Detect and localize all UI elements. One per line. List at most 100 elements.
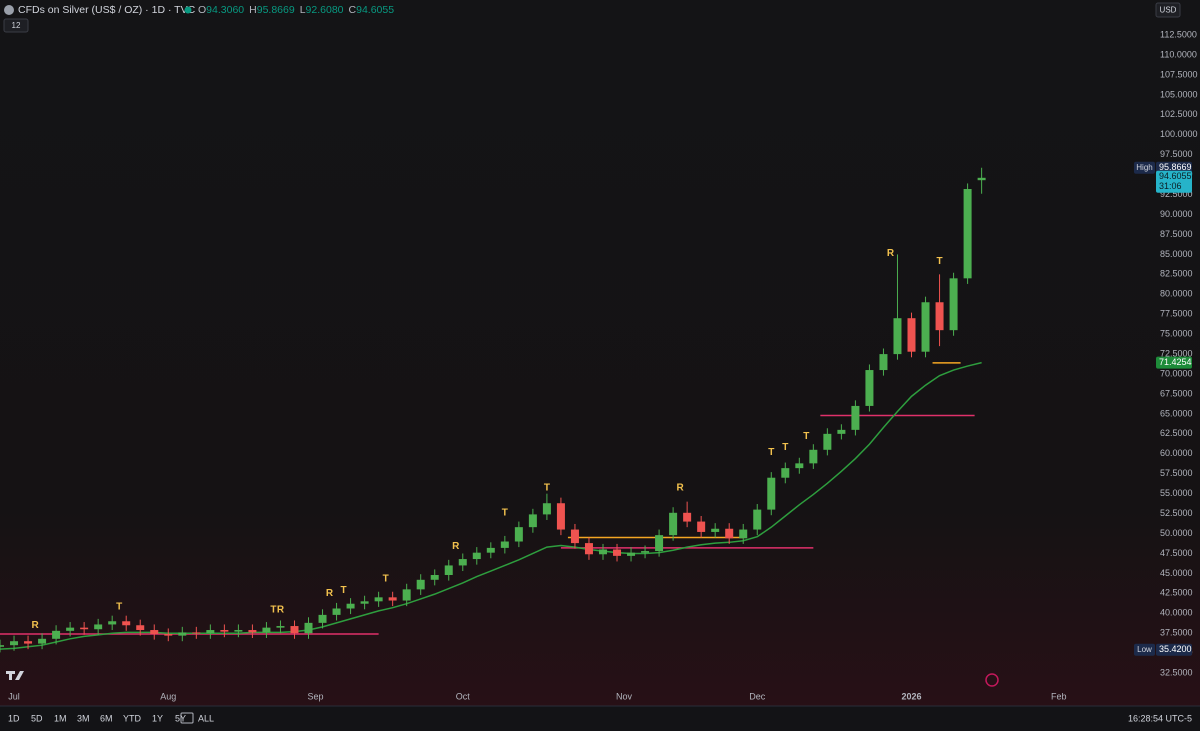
y-tick-label: 60.0000	[1160, 448, 1193, 458]
range-button[interactable]: 5Y	[175, 713, 186, 723]
logo	[9, 671, 12, 680]
x-tick-label: Jul	[8, 691, 20, 701]
candle-body	[767, 477, 776, 510]
symbol-icon	[4, 5, 14, 15]
candle-body	[935, 302, 944, 331]
ohlc-legend: O94.3060 H95.8669 L92.6080 C94.6055	[198, 4, 394, 16]
candle-body	[164, 634, 173, 636]
candle-body	[0, 645, 4, 647]
signal-label: T	[502, 507, 508, 518]
signal-label: R	[887, 248, 895, 259]
currency-button[interactable]	[1155, 2, 1181, 18]
candle-body	[150, 630, 159, 635]
ohlc-key: O	[198, 4, 206, 16]
ohlc-value: 94.6055	[356, 4, 394, 16]
alert-icon[interactable]	[985, 673, 999, 687]
range-button[interactable]: ALL	[198, 713, 214, 723]
bar-countdown: 31:06	[1159, 181, 1182, 191]
logo	[15, 671, 24, 680]
signal-label: T	[782, 442, 788, 453]
candle-body	[584, 543, 593, 555]
last-price-tag	[1156, 170, 1192, 193]
candle-body	[332, 608, 341, 615]
range-button[interactable]: 6M	[100, 713, 113, 723]
candle-body	[346, 603, 355, 609]
range-button[interactable]: 1Y	[152, 713, 163, 723]
range-button[interactable]: YTD	[123, 713, 142, 723]
candle-body	[795, 463, 804, 469]
price-tag-label: 35.4200	[1159, 644, 1192, 654]
last-price: 94.6055	[1159, 171, 1192, 181]
candle-body	[697, 521, 706, 532]
candle-body	[514, 527, 523, 542]
moving-average	[0, 361, 982, 650]
candle-body	[24, 641, 33, 644]
candle-body	[669, 512, 678, 536]
candle-body	[851, 405, 860, 430]
candle-body	[893, 318, 902, 355]
ohlc-value: 92.6080	[306, 4, 344, 16]
candle-body	[38, 638, 47, 644]
x-tick-label: Nov	[616, 691, 633, 701]
candle-body	[192, 632, 201, 634]
y-tick-label: 37.5000	[1160, 628, 1193, 638]
y-tick-label: 52.5000	[1160, 508, 1193, 518]
y-tick-label: 50.0000	[1160, 528, 1193, 538]
signal-label: R	[31, 620, 39, 631]
signal-label: T	[768, 447, 774, 458]
bottom-toolbar	[0, 706, 1200, 731]
y-tick-label: 40.0000	[1160, 608, 1193, 618]
candle-body	[290, 626, 299, 634]
x-tick-label: Dec	[749, 691, 766, 701]
ohlc-value: 95.8669	[257, 4, 295, 16]
y-tick-label: 80.0000	[1160, 289, 1193, 299]
y-tick-label: 57.5000	[1160, 468, 1193, 478]
candle-body	[683, 512, 692, 522]
indicator-count[interactable]: 12	[12, 21, 21, 30]
candle-body	[94, 624, 103, 630]
y-tick-label: 62.5000	[1160, 428, 1193, 438]
collapse-button[interactable]	[3, 18, 29, 33]
y-tick-label: 107.5000	[1160, 69, 1198, 79]
candle-body	[598, 549, 607, 555]
range-button[interactable]: 1M	[54, 713, 67, 723]
candle-body	[781, 468, 790, 478]
y-tick-label: 82.5000	[1160, 269, 1193, 279]
price-axis: 32.500035.000037.500040.000042.500045.00…	[1134, 29, 1198, 677]
candle-body	[542, 503, 551, 515]
candle-body	[711, 528, 720, 532]
candle-body	[458, 559, 467, 566]
currency[interactable]: USD	[1160, 6, 1177, 15]
y-tick-label: 77.5000	[1160, 309, 1193, 319]
candle-body	[206, 630, 215, 634]
candle-body	[234, 630, 243, 632]
candle-body	[809, 449, 818, 464]
y-tick-label: 102.5000	[1160, 109, 1198, 119]
candle-body	[725, 528, 734, 539]
candle-body	[220, 630, 229, 632]
candle-body	[879, 354, 888, 371]
candle-body	[528, 514, 537, 528]
ohlc-key: H	[249, 4, 257, 16]
y-tick-label: 72.5000	[1160, 348, 1193, 358]
price-tag	[1156, 161, 1192, 174]
candle-body	[739, 529, 748, 539]
candle-body	[262, 627, 271, 633]
range-button[interactable]: 3M	[77, 713, 90, 723]
y-tick-label: 45.0000	[1160, 568, 1193, 578]
date-range-button[interactable]	[180, 712, 194, 724]
range-button[interactable]: 1D	[8, 713, 20, 723]
candle-body	[753, 509, 762, 530]
candle-body	[416, 579, 425, 590]
candle-body	[178, 632, 187, 636]
candle-body	[977, 177, 986, 181]
range-button[interactable]: 5D	[31, 713, 43, 723]
candle-body	[963, 189, 972, 279]
candle-body	[823, 433, 832, 450]
candle-body	[80, 627, 89, 630]
symbol-title[interactable]: CFDs on Silver (US$ / OZ) · 1D · TVC	[18, 4, 196, 16]
candle-body	[949, 278, 958, 331]
price-tag-name-bg	[1134, 161, 1155, 174]
